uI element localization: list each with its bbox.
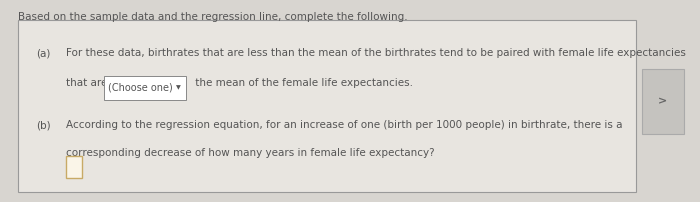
Text: >: >: [659, 97, 668, 106]
Text: (a): (a): [36, 48, 50, 58]
Text: the mean of the female life expectancies.: the mean of the female life expectancies…: [192, 78, 413, 88]
Text: Based on the sample data and the regression line, complete the following.: Based on the sample data and the regress…: [18, 12, 407, 22]
FancyBboxPatch shape: [66, 156, 82, 178]
Text: According to the regression equation, for an increase of one (birth per 1000 peo: According to the regression equation, fo…: [66, 120, 622, 130]
Text: ▼: ▼: [176, 85, 181, 90]
FancyBboxPatch shape: [104, 76, 186, 100]
FancyBboxPatch shape: [642, 69, 684, 134]
Text: that are: that are: [66, 78, 111, 88]
Text: (Choose one): (Choose one): [108, 83, 173, 93]
Text: (b): (b): [36, 120, 50, 130]
Text: corresponding decrease of how many years in female life expectancy?: corresponding decrease of how many years…: [66, 148, 435, 158]
Text: For these data, birthrates that are less than the mean of the birthrates tend to: For these data, birthrates that are less…: [66, 48, 686, 58]
FancyBboxPatch shape: [18, 20, 636, 192]
